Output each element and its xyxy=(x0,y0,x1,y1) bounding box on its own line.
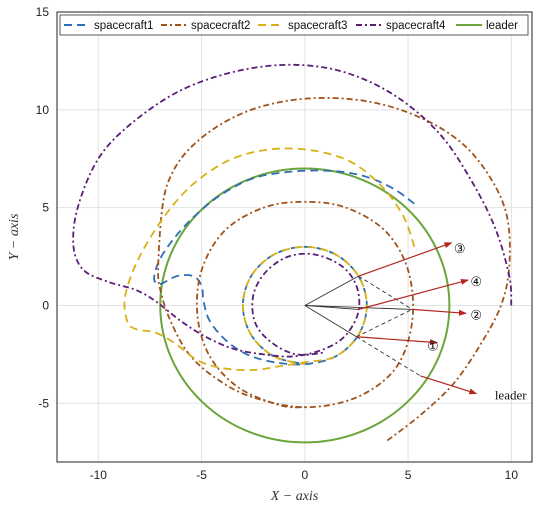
legend-label-spacecraft2: spacecraft2 xyxy=(191,20,250,32)
annotation-arrow xyxy=(420,375,478,395)
plot-frame xyxy=(56,11,533,463)
annotation-arrow xyxy=(358,242,453,277)
legend-label-spacecraft1: spacecraft1 xyxy=(94,20,153,32)
annotation-layer: ③ ④ ② ① leader xyxy=(304,241,527,402)
series-line-spacecraft3 xyxy=(123,147,416,371)
annotation-label: ① xyxy=(427,339,439,354)
legend-label-spacecraft4: spacecraft4 xyxy=(386,20,446,32)
ticks: -10 -5 0 5 10 -5 0 5 10 15 xyxy=(36,5,519,482)
series-layer xyxy=(72,63,513,444)
y-axis-label: Y − axis xyxy=(7,213,22,260)
y-tick-label: 15 xyxy=(36,5,50,19)
annotation-arrow xyxy=(356,336,438,346)
x-tick-label: 0 xyxy=(301,468,308,482)
y-tick-label: -5 xyxy=(38,396,49,410)
x-tick-label: -10 xyxy=(90,468,108,482)
relative-dashed-line xyxy=(356,308,413,338)
series-line-spacecraft1 xyxy=(153,169,415,366)
annotation-label: leader xyxy=(495,387,527,402)
legend-box xyxy=(59,14,529,36)
relative-dashed-line xyxy=(356,336,421,377)
y-tick-label: 10 xyxy=(36,103,50,117)
x-axis-label: X − axis xyxy=(270,489,319,504)
annotation-label: ② xyxy=(470,307,482,322)
x-tick-label: 5 xyxy=(405,468,412,482)
legend-label-spacecraft3: spacecraft3 xyxy=(288,20,347,32)
relative-vector xyxy=(304,305,413,310)
x-tick-label: -5 xyxy=(196,468,207,482)
y-tick-label: 0 xyxy=(42,298,49,312)
series-line-spacecraft2 xyxy=(157,97,511,442)
relative-vector xyxy=(304,275,359,306)
relative-vector xyxy=(304,305,357,338)
x-tick-label: 10 xyxy=(505,468,519,482)
annotation-label: ④ xyxy=(470,274,482,289)
annotation-arrow xyxy=(412,308,467,316)
legend: spacecraft1 spacecraft2 spacecraft3 spacecr… xyxy=(59,14,529,36)
legend-label-leader: leader xyxy=(486,20,518,32)
grid xyxy=(57,11,532,462)
annotation-label: ③ xyxy=(454,241,466,256)
annotation-arrow xyxy=(358,278,469,310)
relative-dashed-line xyxy=(358,275,413,310)
series-line-spacecraft4 xyxy=(72,63,513,358)
y-tick-label: 5 xyxy=(42,201,49,215)
